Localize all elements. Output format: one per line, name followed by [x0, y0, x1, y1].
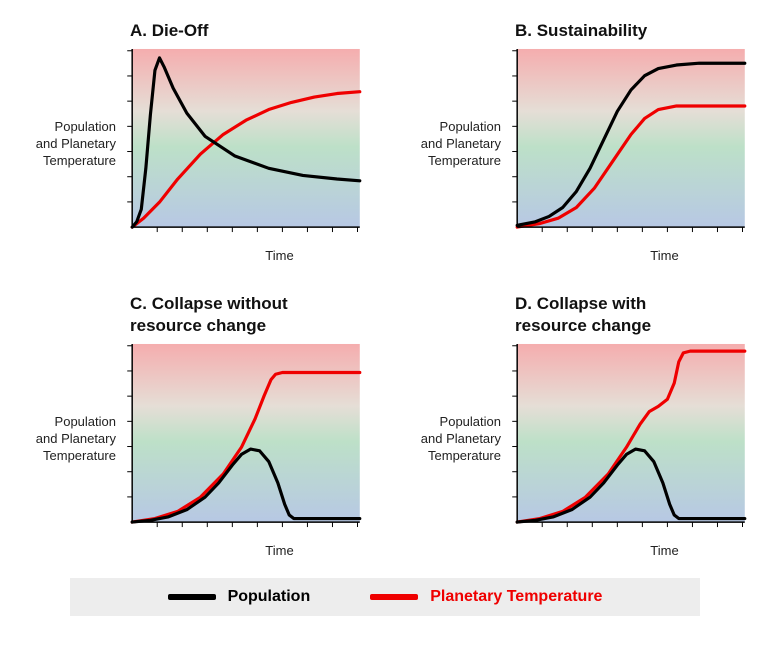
y-axis-label: Population and Planetary Temperature: [406, 119, 501, 170]
plot-box: [509, 342, 749, 537]
x-axis-label: Time: [498, 543, 728, 558]
plot-row: Population and Planetary Temperature: [21, 47, 364, 242]
legend-label: Planetary Temperature: [430, 588, 602, 606]
chart-svg: [124, 342, 364, 532]
chart-svg: [509, 342, 749, 532]
x-axis-label: Time: [498, 248, 728, 263]
plot-box: [509, 47, 749, 242]
y-axis-label: Population and Planetary Temperature: [21, 414, 116, 465]
legend: Population Planetary Temperature: [70, 578, 700, 616]
panel-grid: A. Die-Off Population and Planetary Tempe…: [10, 20, 760, 558]
panel-title: D. Collapse with resource change: [395, 293, 651, 336]
panel-title: C. Collapse without resource change: [10, 293, 288, 336]
chart-svg: [124, 47, 364, 237]
legend-swatch: [168, 594, 216, 600]
plot-row: Population and Planetary Temperature: [406, 47, 749, 242]
plot-box: [124, 47, 364, 242]
plot-background: [517, 49, 745, 227]
x-axis-label: Time: [113, 543, 343, 558]
y-axis-label: Population and Planetary Temperature: [21, 119, 116, 170]
x-axis-label: Time: [113, 248, 343, 263]
plot-background: [132, 344, 360, 522]
panel-d: D. Collapse with resource change Populati…: [395, 293, 760, 558]
legend-item: Population: [168, 588, 311, 606]
panel-b: B. Sustainability Population and Planetar…: [395, 20, 760, 263]
y-axis-label: Population and Planetary Temperature: [406, 414, 501, 465]
panel-a: A. Die-Off Population and Planetary Tempe…: [10, 20, 375, 263]
legend-swatch: [370, 594, 418, 600]
plot-row: Population and Planetary Temperature: [21, 342, 364, 537]
plot-row: Population and Planetary Temperature: [406, 342, 749, 537]
panel-title: B. Sustainability: [395, 20, 647, 41]
plot-background: [517, 344, 745, 522]
plot-box: [124, 342, 364, 537]
panel-c: C. Collapse without resource change Popul…: [10, 293, 375, 558]
legend-label: Population: [228, 588, 311, 606]
chart-svg: [509, 47, 749, 237]
panel-title: A. Die-Off: [10, 20, 208, 41]
legend-item: Planetary Temperature: [370, 588, 602, 606]
